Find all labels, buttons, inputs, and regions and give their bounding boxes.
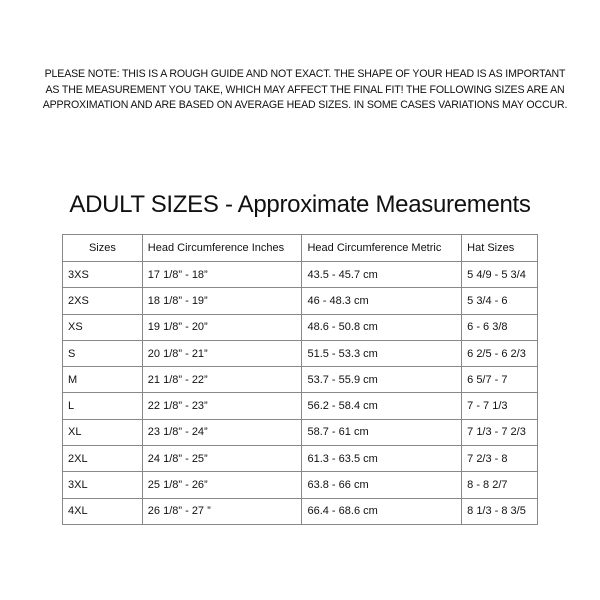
table-row: M 21 1/8” - 22” 53.7 - 55.9 cm 6 5/7 - 7: [62, 366, 538, 394]
cell-size: 3XS: [62, 260, 143, 289]
cell-hat-size: 7 1/3 - 7 2/3: [461, 418, 538, 447]
disclaimer-notice: PLEASE NOTE: THIS IS A ROUGH GUIDE AND N…: [42, 68, 568, 111]
cell-metric: 46 - 48.3 cm: [301, 287, 463, 315]
cell-metric: 53.7 - 55.9 cm: [301, 366, 463, 394]
cell-metric: 58.7 - 61 cm: [301, 418, 463, 447]
cell-hat-size: 5 4/9 - 5 3/4: [461, 260, 538, 289]
table-row: S 20 1/8” - 21” 51.5 - 53.3 cm 6 2/5 - 6 2/…: [62, 339, 538, 368]
cell-hat-size: 6 - 6 3/8: [461, 313, 538, 341]
table-header-row: Sizes Head Circumference Inches Head Cir…: [62, 234, 538, 262]
cell-inches: 17 1/8” - 18”: [141, 260, 303, 289]
cell-metric: 56.2 - 58.4 cm: [301, 392, 463, 420]
table-row: 3XL 25 1/8” - 26” 63.8 - 66 cm 8 - 8 2/7: [62, 471, 538, 499]
cell-size: S: [62, 339, 143, 368]
cell-inches: 22 1/8” - 23”: [141, 392, 303, 420]
table-row: 2XS 18 1/8” - 19” 46 - 48.3 cm 5 3/4 - 6: [62, 287, 538, 315]
cell-hat-size: 6 5/7 - 7: [461, 366, 538, 394]
cell-hat-size: 5 3/4 - 6: [461, 287, 538, 315]
cell-inches: 20 1/8” - 21”: [141, 339, 303, 368]
cell-hat-size: 7 - 7 1/3: [461, 392, 538, 420]
cell-hat-size: 8 - 8 2/7: [461, 471, 538, 499]
cell-inches: 18 1/8” - 19”: [141, 287, 303, 315]
table-row: 2XL 24 1/8” - 25” 61.3 - 63.5 cm 7 2/3 - 8: [62, 445, 538, 473]
cell-metric: 63.8 - 66 cm: [301, 471, 463, 499]
table-row: L 22 1/8” - 23” 56.2 - 58.4 cm 7 - 7 1/3: [62, 392, 538, 420]
header-sizes: Sizes: [62, 234, 143, 262]
cell-size: 3XL: [62, 471, 143, 499]
cell-size: XL: [62, 418, 143, 447]
header-metric: Head Circumference Metric: [301, 234, 463, 262]
page-title: ADULT SIZES - Approximate Measurements: [69, 191, 531, 218]
cell-size: 4XL: [62, 497, 143, 525]
table-row: 4XL 26 1/8” - 27 ” 66.4 - 68.6 cm 8 1/3 - 8…: [62, 497, 538, 525]
cell-metric: 51.5 - 53.3 cm: [301, 339, 463, 368]
table-row: XL 23 1/8” - 24” 58.7 - 61 cm 7 1/3 - 7 2/3: [62, 418, 538, 447]
cell-metric: 43.5 - 45.7 cm: [301, 260, 463, 289]
size-table: Sizes Head Circumference Inches Head Cir…: [62, 234, 538, 525]
cell-metric: 48.6 - 50.8 cm: [301, 313, 463, 341]
header-inches: Head Circumference Inches: [141, 234, 303, 262]
table-row: XS 19 1/8” - 20” 48.6 - 50.8 cm 6 - 6 3/8: [62, 313, 538, 341]
cell-size: XS: [62, 313, 143, 341]
cell-inches: 23 1/8” - 24”: [141, 418, 303, 447]
cell-metric: 66.4 - 68.6 cm: [301, 497, 463, 525]
cell-size: 2XL: [62, 445, 143, 473]
cell-hat-size: 8 1/3 - 8 3/5: [461, 497, 538, 525]
cell-size: 2XS: [62, 287, 143, 315]
cell-metric: 61.3 - 63.5 cm: [301, 445, 463, 473]
cell-size: M: [62, 366, 143, 394]
table-row: 3XS 17 1/8” - 18” 43.5 - 45.7 cm 5 4/9 - 5 …: [62, 260, 538, 289]
cell-hat-size: 7 2/3 - 8: [461, 445, 538, 473]
header-hat-sizes: Hat Sizes: [461, 234, 538, 262]
cell-inches: 19 1/8” - 20”: [141, 313, 303, 341]
cell-inches: 24 1/8” - 25”: [141, 445, 303, 473]
cell-inches: 21 1/8” - 22”: [141, 366, 303, 394]
cell-inches: 25 1/8” - 26”: [141, 471, 303, 499]
cell-inches: 26 1/8” - 27 ”: [141, 497, 303, 525]
cell-size: L: [62, 392, 143, 420]
cell-hat-size: 6 2/5 - 6 2/3: [461, 339, 538, 368]
